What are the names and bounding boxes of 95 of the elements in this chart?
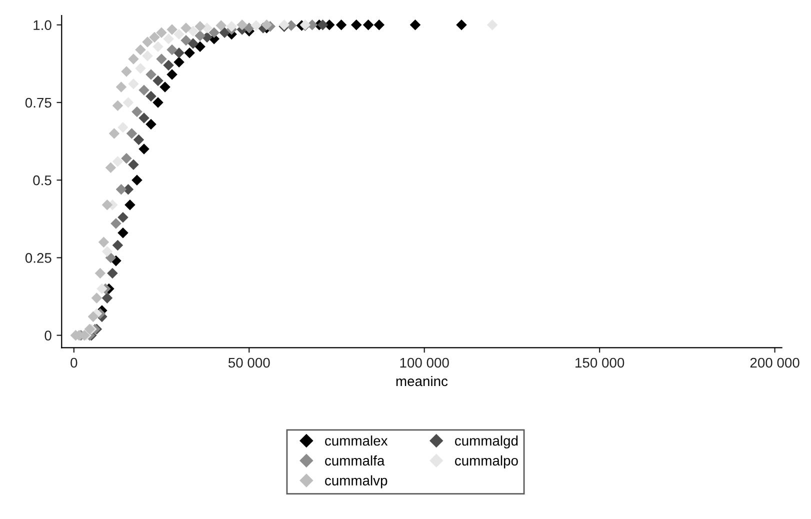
point <box>146 90 156 102</box>
point <box>138 84 150 96</box>
point <box>94 268 106 279</box>
point <box>146 118 156 130</box>
point <box>112 100 124 111</box>
point <box>108 128 120 139</box>
point <box>163 33 174 44</box>
point <box>194 30 206 42</box>
point <box>166 24 178 35</box>
y-tick-label: 0.25 <box>25 253 52 263</box>
point <box>122 97 134 108</box>
point <box>194 21 206 32</box>
point <box>160 82 170 92</box>
point <box>374 20 385 30</box>
point <box>194 41 206 52</box>
point <box>180 35 192 46</box>
point <box>208 27 220 38</box>
point <box>456 20 467 30</box>
point <box>128 78 139 90</box>
point <box>350 20 362 30</box>
point <box>121 152 132 164</box>
point <box>250 20 262 31</box>
y-tick-label: 0.5 <box>33 175 52 186</box>
point <box>91 292 102 304</box>
point <box>107 268 118 279</box>
point <box>142 36 153 48</box>
point <box>121 66 132 77</box>
point <box>116 184 127 195</box>
y-tick-label: 0.75 <box>25 98 52 108</box>
point <box>156 27 167 38</box>
point <box>188 38 198 49</box>
point <box>105 162 116 174</box>
point <box>261 20 272 30</box>
point <box>236 20 248 30</box>
point <box>133 134 144 146</box>
x-tick-label: 50 000 <box>228 358 270 368</box>
point <box>216 20 226 31</box>
y-tick-label: 0 <box>44 330 52 340</box>
point <box>174 28 184 40</box>
point <box>98 236 110 248</box>
point <box>336 20 347 30</box>
point <box>166 44 178 56</box>
y-tick-label: 1.0 <box>34 20 52 30</box>
point <box>188 26 198 36</box>
point <box>118 227 128 238</box>
point <box>226 21 237 32</box>
point <box>486 20 498 30</box>
point <box>174 56 184 68</box>
legend-label: cummalfa <box>325 455 385 466</box>
point <box>128 54 139 64</box>
legend-label: cummalpo <box>455 455 518 468</box>
point <box>124 200 136 210</box>
point <box>128 159 139 170</box>
point <box>146 69 156 80</box>
point <box>166 69 178 80</box>
point <box>118 212 128 223</box>
point <box>174 47 184 58</box>
point <box>362 20 374 30</box>
point <box>118 122 128 133</box>
x-tick-label: 100 000 <box>400 358 449 368</box>
point <box>219 27 230 38</box>
point <box>135 62 146 74</box>
legend-label: cummalgd <box>455 435 518 448</box>
point <box>88 311 99 322</box>
point <box>135 44 146 56</box>
point <box>112 156 124 167</box>
x-tick-label: 0 <box>70 358 78 368</box>
legend-label: cummalvp <box>325 475 388 488</box>
point <box>102 200 113 210</box>
point <box>317 20 328 30</box>
legend-label: cummalex <box>325 435 388 446</box>
point <box>138 144 150 154</box>
point <box>116 82 127 92</box>
point <box>410 20 421 30</box>
point <box>132 174 142 186</box>
point <box>180 22 192 34</box>
point <box>152 41 164 52</box>
point <box>112 240 124 251</box>
point <box>156 54 167 64</box>
point <box>149 32 160 43</box>
x-axis-title: meaninc <box>396 376 448 386</box>
point <box>142 50 153 62</box>
point <box>110 218 122 229</box>
point <box>138 112 150 124</box>
point <box>163 60 174 71</box>
point <box>126 128 138 139</box>
point <box>132 106 142 118</box>
point <box>96 283 108 294</box>
point <box>184 47 195 58</box>
point <box>102 292 113 304</box>
x-tick-label: 150 000 <box>576 358 624 368</box>
point <box>102 246 113 257</box>
point <box>152 97 164 108</box>
x-tick-label: 200 000 <box>750 358 800 368</box>
point <box>152 75 164 86</box>
